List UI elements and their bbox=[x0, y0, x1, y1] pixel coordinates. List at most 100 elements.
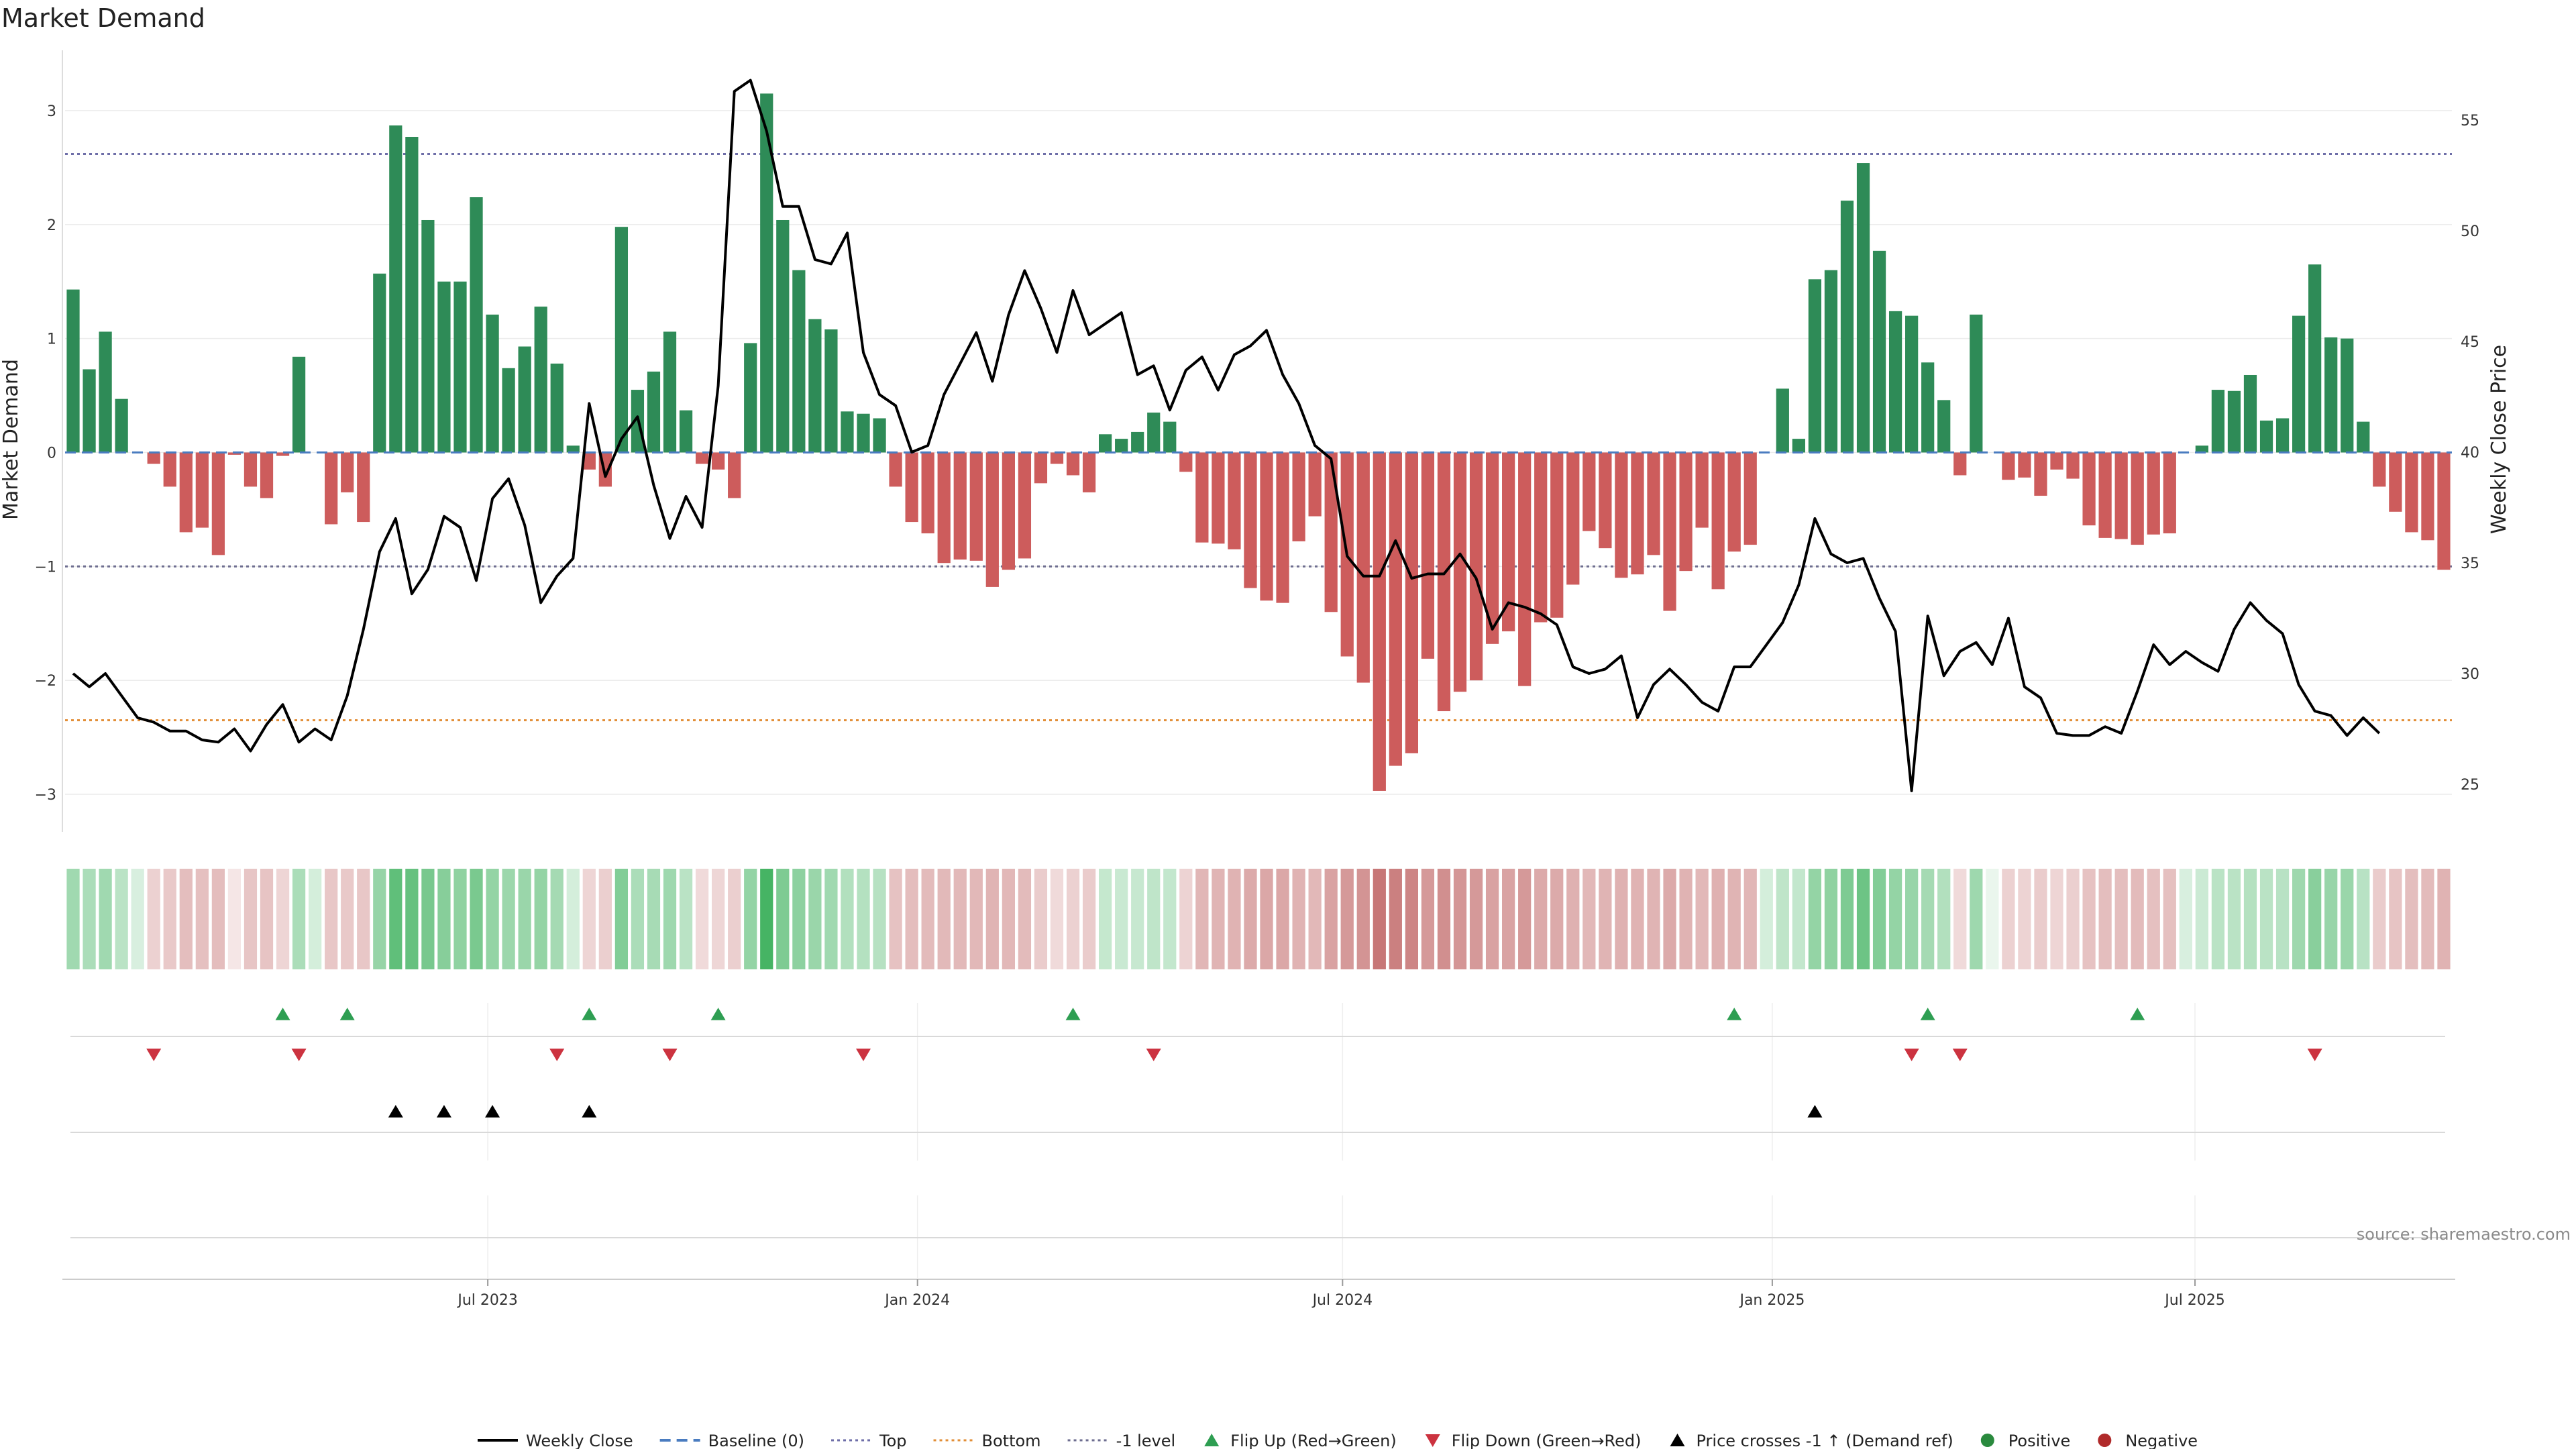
bar-negative bbox=[341, 452, 354, 492]
bar-positive bbox=[1970, 314, 1983, 453]
bar-negative bbox=[1550, 452, 1564, 618]
strip-cell bbox=[937, 869, 951, 969]
flip-down-marker bbox=[856, 1049, 871, 1061]
strip-cell bbox=[2211, 869, 2225, 969]
strip-cell bbox=[1986, 869, 1999, 969]
bar-negative bbox=[1308, 452, 1322, 517]
bar-negative bbox=[211, 452, 225, 555]
flip-down-marker bbox=[1904, 1049, 1919, 1061]
strip-cell bbox=[873, 869, 886, 969]
strip-cell bbox=[1082, 869, 1096, 969]
bar-positive bbox=[1115, 439, 1128, 453]
strip-cell bbox=[325, 869, 338, 969]
bar-positive bbox=[1937, 400, 1951, 453]
bar-positive bbox=[1776, 388, 1789, 453]
bar-positive bbox=[1905, 315, 1919, 453]
strip-cell bbox=[66, 869, 80, 969]
bar-negative bbox=[1066, 452, 1080, 476]
bar-positive bbox=[679, 410, 693, 453]
bar-negative bbox=[1276, 452, 1289, 603]
bar-positive bbox=[99, 331, 112, 453]
bar-positive bbox=[2357, 421, 2370, 453]
strip-cell bbox=[776, 869, 790, 969]
strip-cell bbox=[905, 869, 918, 969]
bar-positive bbox=[1163, 421, 1177, 453]
signal-rows bbox=[70, 1003, 2445, 1278]
x-tick-label: Jul 2023 bbox=[456, 1292, 518, 1309]
flip-up-marker bbox=[275, 1008, 290, 1020]
strip-cell bbox=[1453, 869, 1467, 969]
bar-negative bbox=[2373, 452, 2386, 487]
price-cross-marker bbox=[485, 1105, 500, 1118]
bar-negative bbox=[1502, 452, 1515, 632]
bar-positive bbox=[437, 281, 451, 453]
legend-label: -1 level bbox=[1116, 1432, 1176, 1449]
strip-cell bbox=[1760, 869, 1773, 969]
price-series bbox=[72, 78, 2381, 792]
strip-cell bbox=[2131, 869, 2144, 969]
y2-tick-label: 50 bbox=[2461, 223, 2479, 240]
bar-negative bbox=[1711, 452, 1725, 590]
price-cross-marker bbox=[582, 1105, 597, 1118]
legend-item-price_cross: Price crosses -1 ↑ (Demand ref) bbox=[1670, 1432, 1953, 1449]
flip-down-marker bbox=[291, 1049, 307, 1061]
bar-negative bbox=[1469, 452, 1483, 681]
bar-positive bbox=[1888, 311, 1902, 453]
bar-positive bbox=[373, 273, 386, 453]
bar-negative bbox=[163, 452, 176, 487]
strip-cell bbox=[1631, 869, 1644, 969]
legend-label: Bottom bbox=[982, 1432, 1041, 1449]
strip-cell bbox=[1405, 869, 1419, 969]
bar-negative bbox=[1582, 452, 1596, 531]
strip-cell bbox=[2324, 869, 2338, 969]
legend-item-minus_one: -1 level bbox=[1067, 1432, 1176, 1449]
bar-positive bbox=[1921, 362, 1935, 453]
weekly-close-line bbox=[72, 78, 2381, 792]
strip-cell bbox=[2357, 869, 2370, 969]
bar-negative bbox=[1050, 452, 1064, 464]
demand-heat-strip bbox=[66, 869, 2451, 969]
strip-cell bbox=[1018, 869, 1032, 969]
bar-negative bbox=[2389, 452, 2402, 512]
bar-negative bbox=[260, 452, 274, 498]
y2-axis-label: Weekly Close Price bbox=[2487, 345, 2511, 534]
y-tick-label: −3 bbox=[35, 787, 56, 804]
strip-cell bbox=[1647, 869, 1660, 969]
strip-cell bbox=[1615, 869, 1628, 969]
strip-cell bbox=[2259, 869, 2273, 969]
strip-cell bbox=[1244, 869, 1257, 969]
bar-negative bbox=[147, 452, 160, 464]
y2-tick-label: 40 bbox=[2461, 445, 2479, 462]
bar-negative bbox=[905, 452, 918, 523]
flip-up-marker bbox=[582, 1008, 597, 1020]
strip-cell bbox=[1034, 869, 1048, 969]
strip-cell bbox=[647, 869, 661, 969]
legend-label: Positive bbox=[2008, 1432, 2071, 1449]
legend-label: Price crosses -1 ↑ (Demand ref) bbox=[1697, 1432, 1953, 1449]
strip-cell bbox=[373, 869, 386, 969]
bar-negative bbox=[2050, 452, 2063, 470]
bar-positive bbox=[663, 331, 677, 453]
bar-negative bbox=[1421, 452, 1435, 659]
bar-negative bbox=[1631, 452, 1644, 575]
strip-cell bbox=[582, 869, 596, 969]
bar-negative bbox=[1663, 452, 1676, 611]
bar-positive bbox=[2243, 374, 2257, 453]
y2-tick-label: 25 bbox=[2461, 777, 2479, 794]
bar-negative bbox=[2147, 452, 2160, 535]
flip-up-marker bbox=[339, 1008, 355, 1020]
bar-negative bbox=[695, 452, 709, 464]
legend-label: Top bbox=[879, 1432, 907, 1449]
price-cross-marker bbox=[1807, 1105, 1823, 1118]
y-tick-label: 2 bbox=[47, 217, 56, 234]
bar-positive bbox=[614, 227, 629, 453]
bar-positive bbox=[1808, 279, 1822, 453]
strip-cell bbox=[1937, 869, 1951, 969]
bar-positive bbox=[857, 413, 870, 453]
y-tick-label: 1 bbox=[47, 331, 56, 348]
flip-down-marker bbox=[549, 1049, 565, 1061]
bar-negative bbox=[357, 452, 370, 523]
bar-positive bbox=[2211, 390, 2225, 453]
legend-item-positive: Positive bbox=[1980, 1432, 2071, 1449]
strip-cell bbox=[598, 869, 612, 969]
